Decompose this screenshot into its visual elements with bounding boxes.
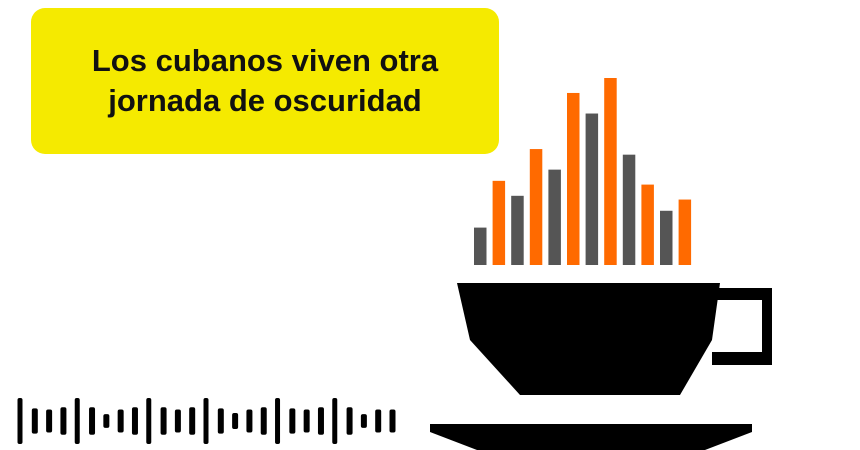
waveform-bar	[389, 409, 396, 433]
waveform-bar	[275, 398, 281, 444]
waveform-bar	[131, 407, 138, 435]
equalizer-bar	[660, 210, 673, 265]
equalizer-bar	[678, 199, 692, 265]
equalizer-bar	[567, 92, 580, 266]
headline-text: Los cubanos viven otra jornada de oscurid…	[92, 41, 438, 121]
audio-waveform	[17, 398, 396, 444]
headline-banner: Los cubanos viven otra jornada de oscurid…	[31, 8, 499, 154]
waveform-bar	[117, 409, 124, 433]
waveform-bar	[60, 407, 67, 435]
waveform-bar	[31, 408, 38, 434]
equalizer-bar	[604, 78, 617, 265]
waveform-bar	[74, 398, 80, 444]
equalizer-bar	[641, 184, 654, 265]
waveform-bar	[203, 398, 209, 444]
headline-line-1: Los cubanos viven otra	[91, 43, 439, 78]
waveform-bar	[217, 408, 224, 434]
waveform-bar	[289, 408, 296, 434]
waveform-bar	[89, 407, 96, 435]
waveform-bar	[174, 409, 181, 433]
equalizer-bar	[585, 113, 599, 265]
equalizer-bar	[474, 227, 487, 265]
waveform-bar	[46, 409, 53, 433]
equalizer-bar	[622, 154, 636, 265]
waveform-bar	[146, 398, 152, 444]
waveform-bar	[346, 407, 353, 435]
waveform-bar	[17, 398, 23, 444]
waveform-bar	[189, 407, 196, 435]
equalizer-bar	[511, 195, 524, 265]
equalizer-bars	[474, 78, 692, 266]
headline-line-2: jornada de oscuridad	[108, 83, 422, 118]
equalizer-bar	[529, 149, 543, 265]
waveform-bar	[303, 409, 310, 433]
equalizer-bar	[548, 169, 561, 265]
waveform-bar	[375, 409, 382, 433]
waveform-bar	[160, 407, 167, 435]
waveform-bar	[360, 414, 367, 428]
waveform-bar	[317, 407, 324, 435]
waveform-bar	[232, 412, 239, 430]
waveform-bar	[246, 409, 253, 433]
waveform-bar	[332, 398, 338, 444]
equalizer-bar	[492, 180, 506, 265]
waveform-bar	[103, 414, 110, 428]
waveform-bar	[260, 407, 267, 435]
coffee-cup-icon	[430, 283, 772, 450]
